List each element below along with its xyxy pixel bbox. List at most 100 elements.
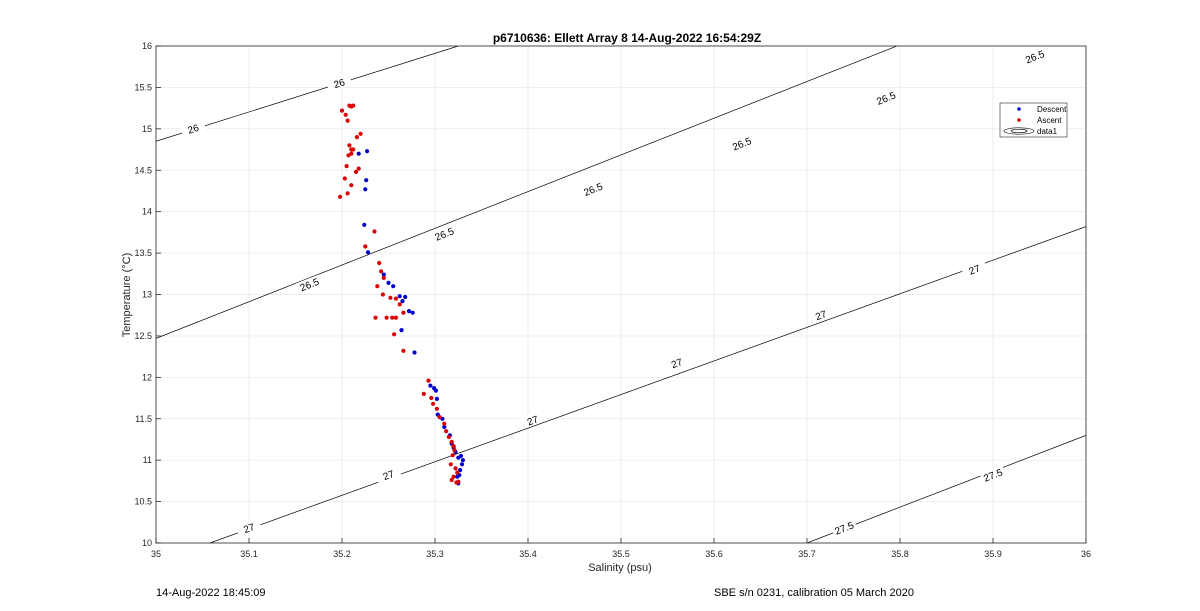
descent-point [363,187,368,192]
ascent-point [345,118,350,123]
descent-point [356,151,361,156]
y-tick-label: 15.5 [134,82,152,92]
ascent-point [338,194,343,199]
y-tick-label: 11.5 [135,414,152,424]
ascent-point [426,378,431,383]
descent-point [458,468,463,473]
ascent-point [451,444,456,449]
ascent-point [449,477,454,483]
ascent-point [339,108,345,113]
ascent-point [451,474,456,479]
descent-point [434,396,439,401]
ascent-point [449,439,454,444]
ascent-point [450,453,455,458]
contour-label: 27 [968,263,983,277]
contour-label: 26 [187,123,201,137]
contour-label-bg [296,274,323,294]
y-tick-label: 13.5 [134,248,152,258]
ascent-point [455,470,460,475]
descent-point [403,294,408,300]
descent-point [428,383,433,388]
ascent-point [375,284,380,289]
contour-label-bg [830,518,858,538]
contour-label-bg [325,73,353,92]
descent-point [397,294,402,299]
contour-label: 26 [333,77,347,91]
y-tick-label: 10.5 [134,497,152,507]
ascent-point [379,269,384,274]
descent-point [391,284,396,289]
y-tick-label: 12 [142,372,152,382]
ascent-point [351,147,356,152]
contour-line-26 [156,46,459,142]
descent-point [399,328,404,333]
contour-label: 27 [382,469,397,483]
contour-label-bg [663,353,690,373]
ascent-point [345,191,350,196]
contour-label-bg [961,259,988,279]
y-axis-label: Temperature (°C) [121,253,133,337]
ascent-point [393,296,398,301]
contour-line-26.5 [156,46,899,339]
x-tick-label: 35.4 [519,549,537,559]
ascent-point [429,395,434,401]
contour-label: 27 [814,309,829,323]
y-tick-label: 12.5 [134,331,152,341]
x-tick-label: 35.6 [705,549,723,559]
ascent-point [384,315,389,320]
ascent-point [397,302,402,307]
contour-label: 27 [242,522,257,536]
ascent-point [354,135,359,140]
y-tick-label: 14.5 [134,165,152,175]
ascent-point [392,332,397,337]
ascent-point [446,434,451,440]
ascent-point [343,112,348,117]
ascent-point [381,275,386,280]
contour-label-bg [807,305,834,324]
x-tick-label: 36 [1081,549,1091,559]
footer-timestamp: 14-Aug-2022 18:45:09 [156,587,266,599]
ascent-point [342,176,347,181]
descent-point [386,280,391,285]
ascent-point [453,466,458,471]
descent-point [410,310,415,315]
x-tick-label: 35.3 [426,549,444,559]
contour-label-bg [728,133,755,153]
axis-ticks: 35 35.1 35.2 35.3 35.4 35.5 35.6 35.7 35.8 35.9 36… [134,41,1091,559]
contour-label-bg [1021,46,1048,66]
descent-point [362,222,367,227]
y-tick-label: 11 [143,455,152,465]
contour-label-bg [430,224,458,244]
x-tick-label: 35.1 [240,549,258,559]
ascent-point [434,406,439,411]
ascent-point [344,164,349,169]
ascent-point [349,183,354,188]
ascent-point [390,315,395,320]
data-points [338,103,465,486]
legend-contour-icon-inner [1010,129,1028,134]
ascent-point [380,292,385,297]
ascent-point [421,391,426,396]
y-tick-label: 10 [142,538,152,548]
descent-point [381,272,386,277]
descent-point [400,299,405,304]
ascent-point [356,166,361,171]
y-tick-label: 14 [142,207,152,217]
descent-point [406,309,412,314]
contour-label-bg [579,179,607,199]
ascent-point [452,448,457,453]
legend-data1-label: data1 [1037,127,1058,136]
ascent-point [393,315,398,320]
contour-label-bg [979,465,1006,485]
ascent-point [401,348,406,353]
contour-line-27 [209,226,1086,543]
ascent-point [353,169,359,174]
legend-ascent-label: Ascent [1037,116,1062,125]
descent-point [459,462,465,467]
legend-ascent-marker [1017,118,1021,122]
descent-point [364,178,369,183]
ascent-point [346,153,351,158]
descent-point [365,149,370,154]
legend-descent-marker [1017,107,1021,111]
y-tick-label: 13 [142,290,152,300]
